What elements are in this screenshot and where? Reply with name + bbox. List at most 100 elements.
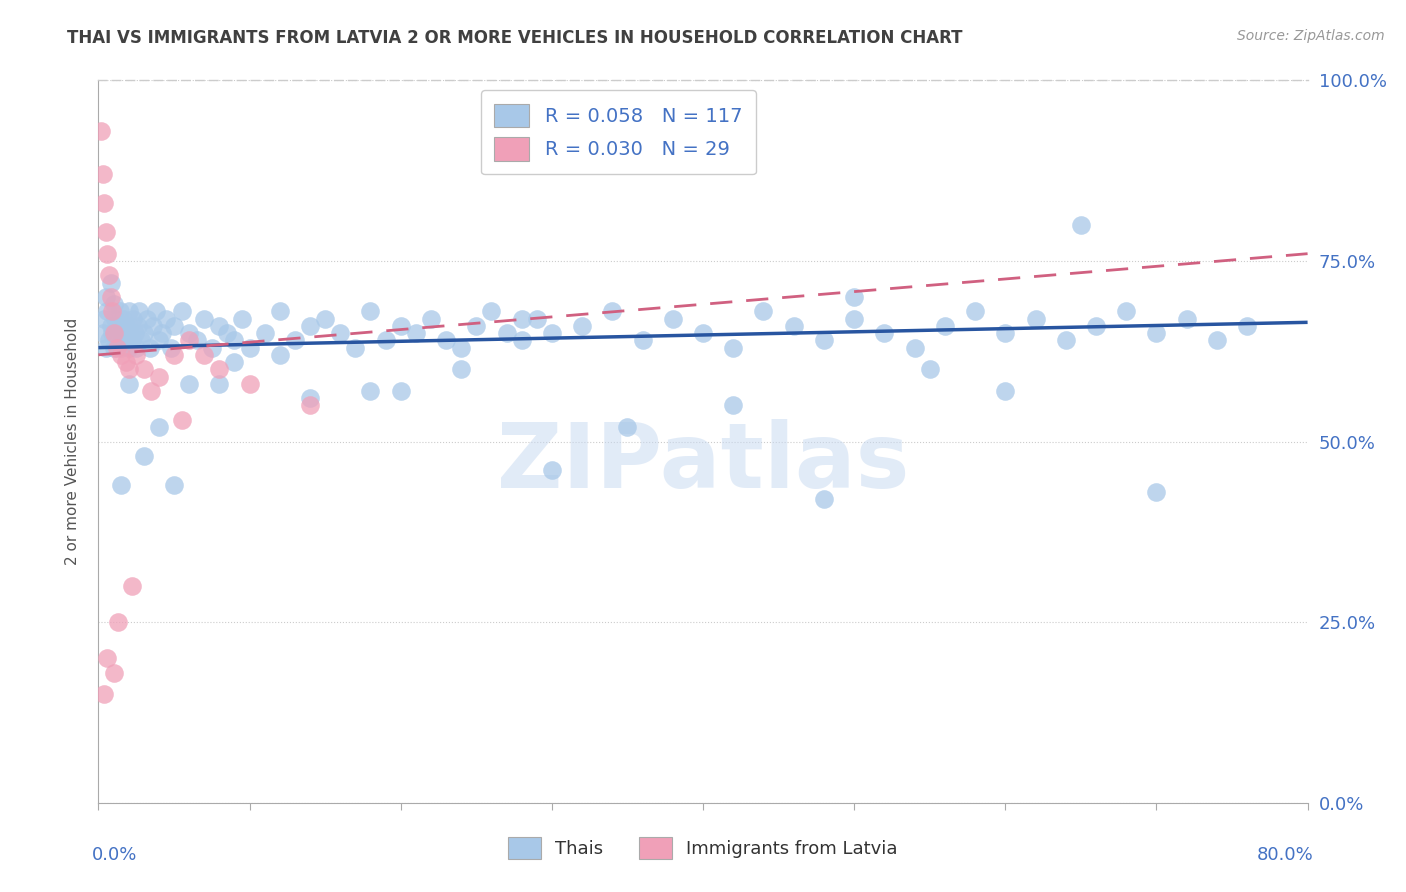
Point: [103, 326, 125, 341]
Point: [284, 334, 307, 348]
Point: [224, 355, 246, 369]
Point: [405, 326, 427, 341]
Point: [132, 326, 155, 341]
Point: [142, 318, 165, 333]
Point: [118, 376, 141, 391]
Point: [329, 326, 352, 341]
Point: [120, 318, 142, 333]
Text: ZIPatlas: ZIPatlas: [496, 419, 910, 508]
Point: [844, 290, 866, 304]
Point: [100, 318, 122, 333]
Point: [114, 318, 136, 333]
Point: [723, 341, 745, 355]
Point: [186, 334, 208, 348]
Point: [934, 318, 956, 333]
Point: [96, 246, 118, 260]
Point: [420, 311, 443, 326]
Point: [965, 304, 987, 318]
Point: [389, 318, 412, 333]
Point: [450, 362, 472, 376]
Legend: Thais, Immigrants from Latvia: Thais, Immigrants from Latvia: [501, 830, 905, 866]
Point: [108, 304, 131, 318]
Point: [96, 651, 118, 665]
Point: [602, 304, 624, 318]
Point: [91, 326, 114, 341]
Point: [118, 362, 141, 376]
Point: [141, 384, 163, 398]
Point: [128, 304, 150, 318]
Point: [510, 311, 533, 326]
Point: [269, 348, 291, 362]
Point: [253, 326, 276, 341]
Point: [170, 304, 193, 318]
Point: [103, 665, 125, 680]
Point: [918, 362, 941, 376]
Point: [904, 341, 927, 355]
Point: [179, 376, 201, 391]
Point: [299, 398, 322, 412]
Point: [121, 579, 143, 593]
Point: [107, 318, 129, 333]
Point: [155, 311, 177, 326]
Point: [150, 326, 173, 341]
Point: [118, 341, 141, 355]
Point: [616, 420, 638, 434]
Point: [510, 334, 533, 348]
Point: [127, 318, 149, 333]
Point: [1070, 218, 1092, 232]
Point: [783, 318, 806, 333]
Point: [163, 478, 186, 492]
Point: [91, 167, 114, 181]
Text: THAI VS IMMIGRANTS FROM LATVIA 2 OR MORE VEHICLES IN HOUSEHOLD CORRELATION CHART: THAI VS IMMIGRANTS FROM LATVIA 2 OR MORE…: [67, 29, 963, 46]
Point: [208, 318, 231, 333]
Point: [239, 341, 262, 355]
Point: [110, 348, 132, 362]
Point: [434, 334, 457, 348]
Text: 0.0%: 0.0%: [93, 847, 138, 864]
Point: [540, 326, 562, 341]
Point: [179, 334, 201, 348]
Point: [813, 492, 835, 507]
Point: [114, 355, 136, 369]
Point: [93, 687, 115, 701]
Point: [1024, 311, 1046, 326]
Point: [132, 362, 155, 376]
Point: [723, 398, 745, 412]
Point: [160, 341, 183, 355]
Point: [1146, 485, 1168, 500]
Point: [100, 276, 122, 290]
Point: [107, 615, 129, 630]
Point: [145, 304, 167, 318]
Point: [125, 348, 148, 362]
Point: [110, 326, 132, 341]
Point: [193, 348, 215, 362]
Point: [314, 311, 336, 326]
Point: [450, 341, 472, 355]
Point: [692, 326, 714, 341]
Point: [540, 463, 562, 477]
Y-axis label: 2 or more Vehicles in Household: 2 or more Vehicles in Household: [65, 318, 80, 566]
Point: [1146, 326, 1168, 341]
Point: [139, 341, 162, 355]
Point: [104, 311, 127, 326]
Point: [100, 290, 122, 304]
Point: [163, 348, 186, 362]
Point: [148, 420, 170, 434]
Point: [201, 341, 224, 355]
Point: [101, 326, 124, 341]
Point: [1236, 318, 1258, 333]
Point: [132, 449, 155, 463]
Point: [112, 334, 135, 348]
Point: [125, 341, 148, 355]
Point: [115, 326, 138, 341]
Point: [224, 334, 246, 348]
Point: [129, 334, 152, 348]
Point: [1054, 334, 1077, 348]
Point: [118, 304, 141, 318]
Point: [208, 362, 231, 376]
Point: [103, 297, 125, 311]
Point: [148, 334, 170, 348]
Point: [994, 384, 1017, 398]
Point: [124, 326, 146, 341]
Point: [96, 304, 118, 318]
